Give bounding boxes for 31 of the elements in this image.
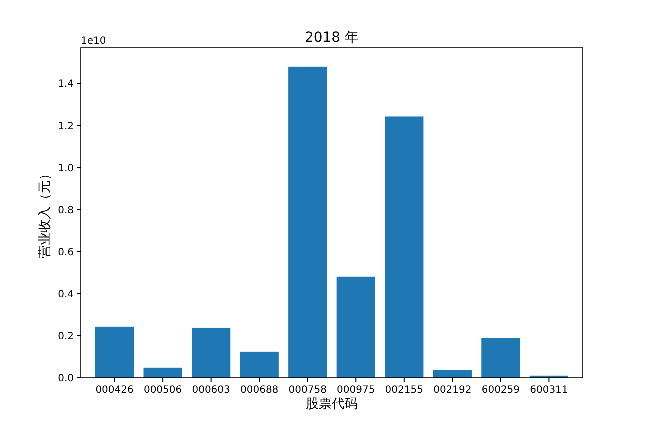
bar xyxy=(288,66,328,378)
y-tick-label: 0.0 xyxy=(58,374,74,384)
x-axis-title: 股票代码 xyxy=(306,397,358,412)
y-tick-label: 1.4 xyxy=(58,79,74,90)
bar xyxy=(144,368,182,378)
x-tick-label: 002155 xyxy=(385,385,424,396)
x-tick-label: 000758 xyxy=(288,385,327,396)
bar xyxy=(482,338,520,378)
bar xyxy=(240,352,279,378)
y-tick-label: 0.4 xyxy=(58,289,74,300)
x-tick-label: 600259 xyxy=(482,385,520,396)
x-tick-label: 000506 xyxy=(144,385,182,396)
chart-title: 2018 年 xyxy=(304,30,360,46)
bar xyxy=(95,326,134,378)
x-tick-label: 000426 xyxy=(96,385,134,396)
text: 1e10 xyxy=(81,36,106,47)
x-tick-label: 600311 xyxy=(530,385,568,396)
bar xyxy=(192,328,231,378)
y-tick-label: 0.8 xyxy=(58,205,74,216)
bar xyxy=(433,370,472,378)
y-tick-label: 0.2 xyxy=(58,331,74,342)
y-tick-label: 1.2 xyxy=(58,121,74,132)
x-tick-label: 002192 xyxy=(434,385,472,396)
x-tick-label: 000688 xyxy=(240,385,279,396)
y-tick-label: 0.6 xyxy=(58,247,74,258)
x-tick-label: 000975 xyxy=(337,385,376,396)
y-axis-title: 营业收入（元） xyxy=(38,168,53,258)
x-tick-label: 000603 xyxy=(192,385,230,396)
bar xyxy=(336,276,376,378)
y-tick-label: 1.0 xyxy=(58,163,74,174)
bar xyxy=(385,116,424,378)
